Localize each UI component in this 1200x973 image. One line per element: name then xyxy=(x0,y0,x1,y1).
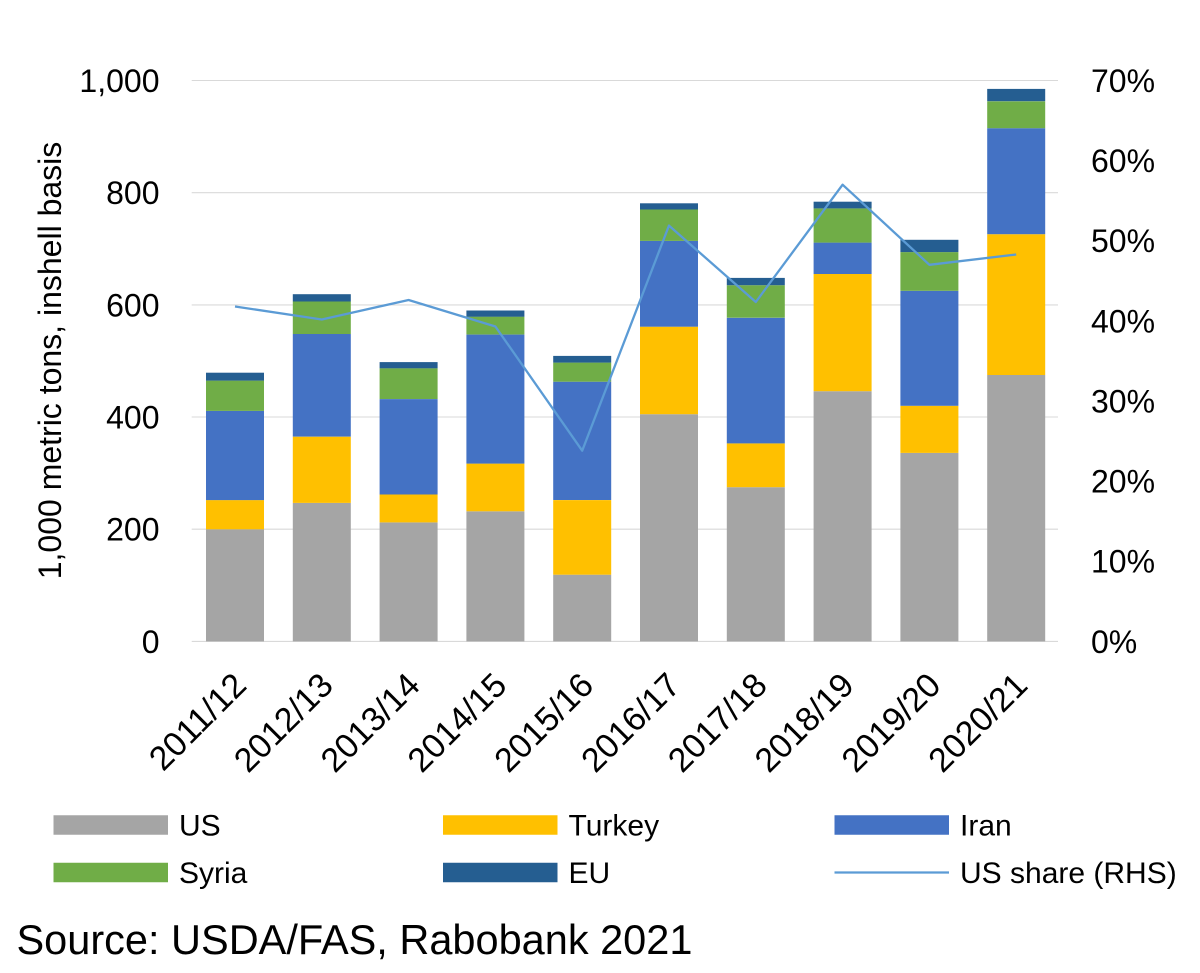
svg-text:30%: 30% xyxy=(1091,383,1155,419)
svg-text:20%: 20% xyxy=(1091,463,1155,499)
svg-text:1,000: 1,000 xyxy=(79,63,159,99)
svg-text:600: 600 xyxy=(106,287,159,323)
svg-text:40%: 40% xyxy=(1091,303,1155,339)
svg-text:70%: 70% xyxy=(1091,63,1155,99)
svg-text:10%: 10% xyxy=(1091,544,1155,580)
svg-text:Syria: Syria xyxy=(179,857,248,890)
svg-text:US share (RHS): US share (RHS) xyxy=(960,857,1177,890)
svg-text:800: 800 xyxy=(106,175,159,211)
svg-text:EU: EU xyxy=(569,857,611,890)
svg-text:0%: 0% xyxy=(1091,624,1137,660)
svg-text:0: 0 xyxy=(142,624,160,660)
svg-text:200: 200 xyxy=(106,512,159,548)
svg-text:Iran: Iran xyxy=(960,810,1012,843)
svg-text:400: 400 xyxy=(106,399,159,435)
svg-text:Source: USDA/FAS, Rabobank 202: Source: USDA/FAS, Rabobank 2021 xyxy=(17,916,693,963)
svg-text:60%: 60% xyxy=(1091,143,1155,179)
svg-text:50%: 50% xyxy=(1091,223,1155,259)
svg-text:US: US xyxy=(179,810,221,843)
svg-text:1,000 metric tons, inshell bas: 1,000 metric tons, inshell basis xyxy=(32,142,68,580)
svg-text:Turkey: Turkey xyxy=(569,810,660,843)
